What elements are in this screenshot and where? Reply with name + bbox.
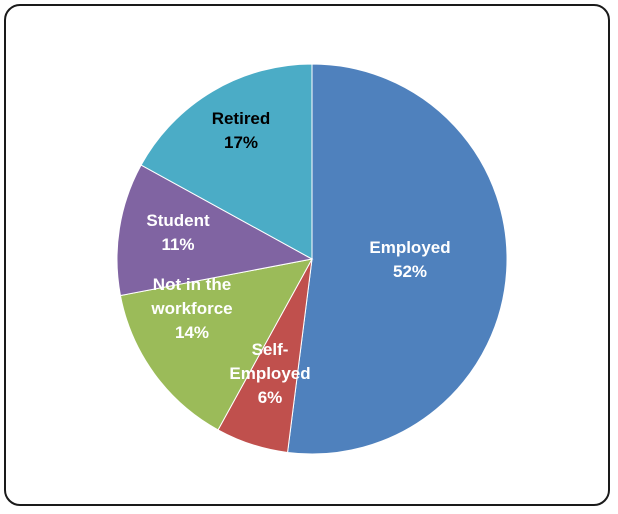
pie-slice-label-2: Not in the workforce 14% — [150, 275, 232, 342]
pie-slice-label-line: Retired — [212, 109, 271, 128]
pie-slice-label-line: 52% — [393, 262, 427, 281]
pie-slice-label-4: Retired 17% — [212, 109, 271, 152]
pie-slice-label-1: Self- Employed 6% — [229, 340, 310, 407]
pie-slice-label-line: workforce — [150, 299, 232, 318]
pie-slice-3 — [116, 164, 314, 297]
pie-slices — [116, 63, 508, 455]
pie-slice-label-line: 14% — [175, 323, 209, 342]
pie-slice-label-line: Student — [146, 211, 210, 230]
pie-slice-label-line: Employed — [229, 364, 310, 383]
pie-slice-label-line: 17% — [224, 133, 258, 152]
pie-slice-label-line: Employed — [369, 238, 450, 257]
pie-labels: Employed 52% Self- Employed 6% Not in the work… — [146, 109, 450, 407]
pie-slice-label-3: Student 11% — [146, 211, 210, 254]
pie-slice-label-line: 11% — [161, 235, 194, 254]
pie-slice-label-line: 6% — [258, 388, 283, 407]
pie-slice-label-line: Not in the — [153, 275, 231, 294]
pie-slice-label-line: Self- — [252, 340, 289, 359]
pie-slice-4 — [140, 63, 313, 260]
pie-slice-label-0: Employed 52% — [369, 238, 450, 281]
pie-slice-2 — [119, 258, 313, 431]
pie-slice-0 — [287, 63, 508, 455]
